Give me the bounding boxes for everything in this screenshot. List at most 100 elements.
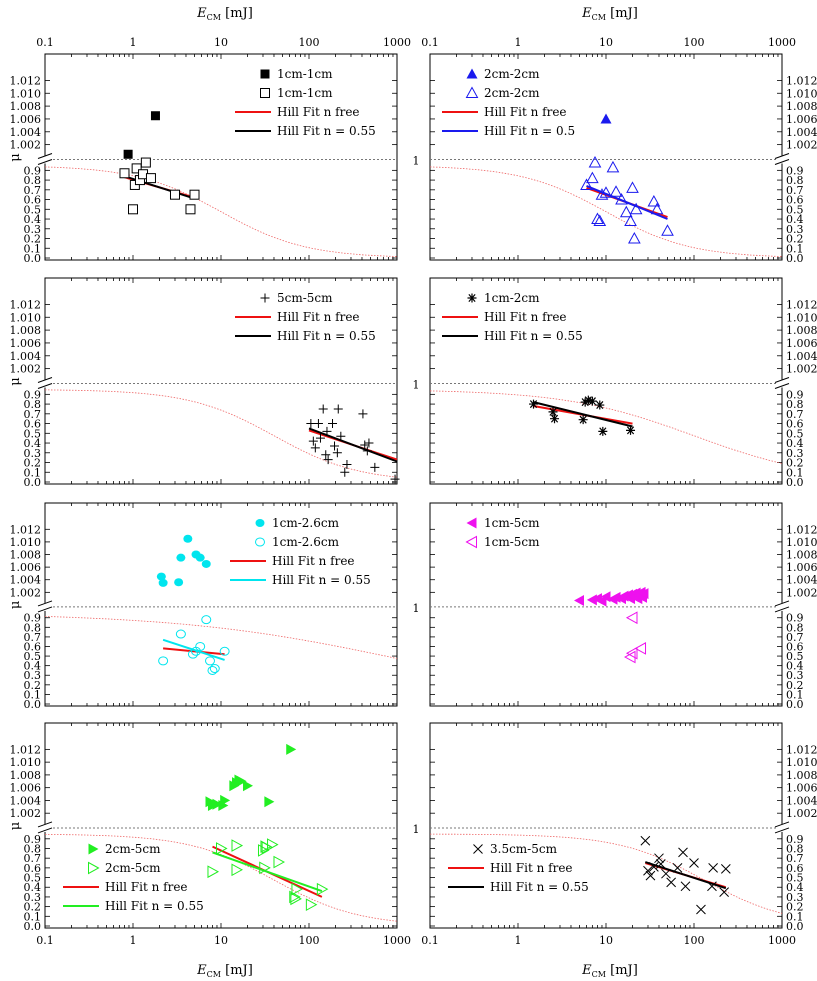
panel-5cm-5cm: 1.0121.0101.0081.0061.0041.0020.90.80.70… [8,277,400,489]
data-point [342,459,352,469]
y-axis-label: μ [815,377,817,385]
data-point [158,656,169,666]
y-tick-label: 1.008 [10,324,42,337]
y-tick-label: 1.008 [786,100,817,113]
y-tick-label: 0.0 [24,252,42,265]
y-tick-label: 0.2 [786,457,804,470]
y-tick-label: 0.7 [24,184,42,197]
data-point [654,853,664,864]
fit-line [212,851,323,893]
data-point [650,202,664,215]
data-point [267,838,279,851]
data-point [189,189,200,200]
x-tick-label: 10 [599,934,613,947]
bottom-right-xaxis-title: ECM [mJ] [581,963,638,979]
legend-label: Hill Fit n free [490,861,573,875]
legend-label: Hill Fit n free [105,880,188,894]
data-point [707,881,717,892]
y-tick-label: 1.006 [10,113,42,126]
legend-label: Hill Fit n free [484,105,567,119]
data-point [289,890,301,904]
x-tick-label: 1000 [383,934,411,947]
data-point [643,865,653,876]
data-point [195,641,206,651]
data-point [626,181,639,193]
data-point [708,863,718,873]
y-tick-label: 0.5 [786,872,804,885]
y-tick-label: 0.6 [786,862,804,875]
y-tick-label: 0.6 [24,194,42,207]
y-tick-label: 0.2 [24,457,42,470]
axis-break-mark [37,600,53,613]
x-tick-label: 10 [599,36,613,49]
panel-3.5cm-5cm: 0.1 1 10 100 1000 1.0121.0101.0081.0061.0041.… [413,722,817,947]
legend-label: Hill Fit n = 0.55 [490,880,589,894]
y-tick-label: 0.4 [24,881,42,894]
panel-frame [44,502,398,707]
x-tick-label: 0.1 [421,36,439,49]
data-point [634,642,647,655]
y-tick-label: 0.3 [786,669,804,682]
y-tick-label: 1.010 [786,311,817,324]
x-tick-label: 10 [214,934,228,947]
y-tick-label: 1.004 [786,574,817,587]
data-point [528,399,538,409]
data-point [647,194,661,207]
fit-line [308,427,398,463]
y-tick-label: 0.6 [24,418,42,431]
legend-label: 1cm-5cm [484,535,540,549]
y-tick-label: 1.008 [786,769,817,782]
x-tick-label: 1 [515,934,522,947]
panel-frame [429,53,783,261]
y-tick-label: 0.3 [786,223,804,236]
data-point [286,743,297,755]
data-point [586,594,597,606]
y-tick-label: 0.2 [24,233,42,246]
y-tick-label: 0.5 [786,427,804,440]
data-point [689,858,699,868]
legend-marker [467,293,477,303]
data-point [623,650,636,664]
y-tick-label: 0.1 [24,242,42,255]
data-point [158,578,168,587]
break-axis-label: 1 [413,823,420,836]
y-tick-label: 0.9 [24,388,42,401]
y-tick-label: 0.6 [786,640,804,653]
y-axis-label: μ [8,377,23,385]
y-tick-label: 0.9 [786,612,804,625]
legend-marker [473,844,483,854]
hill-reference-curve [429,166,783,257]
y-tick-label: 0.8 [24,842,42,855]
data-point [340,467,350,477]
data-point [593,214,607,226]
y-tick-label: 0.5 [24,427,42,440]
y-tick-label: 1.012 [786,74,817,87]
y-tick-label: 1.008 [786,324,817,337]
data-point [580,397,590,407]
y-tick-label: 0.8 [786,398,804,411]
data-point [321,450,331,460]
bottom-left-xaxis-title: ECM [mJ] [196,963,253,979]
data-point [336,431,346,441]
legend-label: Hill Fit n free [277,310,360,324]
data-point [205,656,216,666]
data-point [587,396,597,406]
legend-marker [88,843,99,855]
y-tick-label: 0.3 [786,891,804,904]
data-point [390,474,400,484]
panel-1cm-2cm: 1.0121.0101.0081.0061.0041.0020.90.80.70… [413,277,817,489]
y-tick-label: 0.8 [786,174,804,187]
y-tick-label: 0.4 [24,213,42,226]
y-tick-label: 0.1 [786,910,804,923]
y-tick-label: 0.3 [24,669,42,682]
data-point [259,861,271,875]
legend-label: 2cm-2cm [484,67,540,81]
y-tick-label: 0.0 [786,476,804,489]
legend-label: 2cm-5cm [105,842,161,856]
y-tick-label: 1.010 [786,536,817,549]
x-tick-label: 100 [684,934,705,947]
data-point [305,898,318,912]
data-point [131,163,142,174]
y-tick-label: 1.006 [10,561,42,574]
axis-break-mark [37,821,53,834]
